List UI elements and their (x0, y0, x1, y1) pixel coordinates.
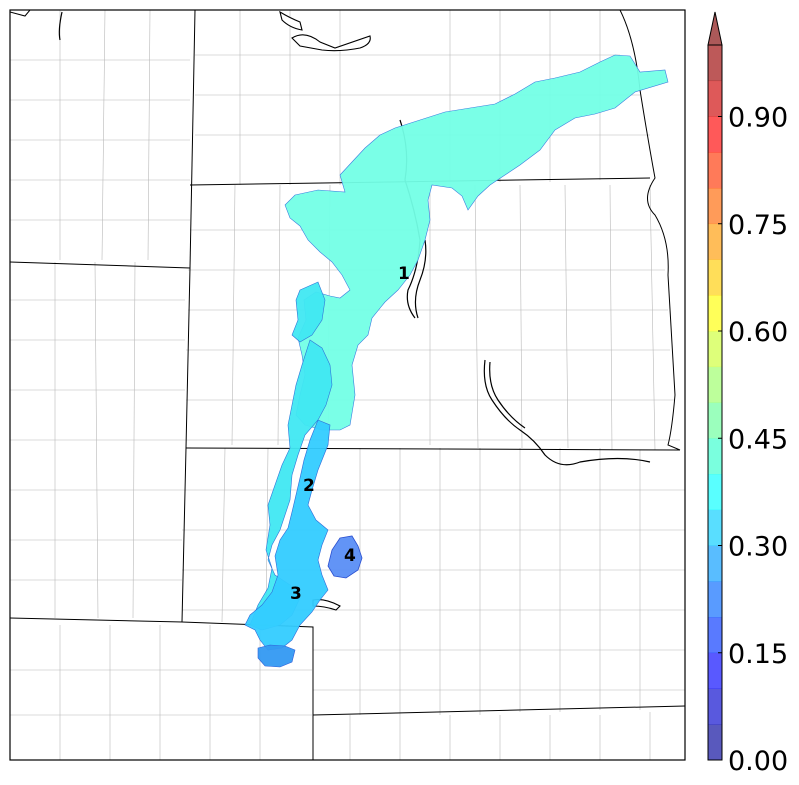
colorbar-band (708, 402, 722, 439)
colorbar-band (708, 366, 722, 403)
colorbar-outline (707, 44, 723, 761)
region-label-2: 2 (303, 476, 315, 496)
colorbar-band (708, 45, 722, 82)
plume-tip (257, 644, 296, 668)
colorbar-band (708, 617, 722, 654)
colorbar-tick-label: 0.15 (728, 639, 788, 670)
map-panel: 1 2 3 4 (10, 10, 685, 760)
colorbar-band (708, 688, 722, 725)
colorbar-band (708, 223, 722, 260)
colorbar-extend-arrow (707, 11, 723, 46)
colorbar-band (708, 116, 722, 153)
map-frame (9, 9, 686, 761)
colorbar-band (708, 509, 722, 546)
colorbar-bands (708, 45, 722, 761)
colorbar-band (708, 80, 722, 117)
region-label-4: 4 (344, 546, 356, 566)
colorbar: 0.00 0.15 0.30 0.45 0.60 0.75 0.90 (707, 11, 788, 777)
colorbar-band (708, 295, 722, 332)
region-label-1: 1 (398, 264, 410, 284)
colorbar-band (708, 188, 722, 225)
colorbar-band (708, 545, 722, 582)
colorbar-tick-label: 0.60 (728, 317, 788, 348)
colorbar-band (708, 474, 722, 511)
lakes (279, 10, 371, 611)
region-4-blob (327, 535, 363, 579)
colorbar-band (708, 581, 722, 618)
colorbar-band (708, 652, 722, 689)
colorbar-band (708, 438, 722, 475)
colorbar-tick-label: 0.45 (728, 424, 788, 455)
county-boundaries (10, 10, 685, 760)
colorbar-ticks: 0.00 0.15 0.30 0.45 0.60 0.75 0.90 (718, 103, 788, 777)
colorbar-tick-label: 0.75 (728, 210, 788, 241)
colorbar-tick-label: 0.90 (728, 103, 788, 134)
colorbar-tick-label: 0.00 (728, 746, 788, 777)
region-label-3: 3 (290, 584, 302, 604)
colorbar-band (708, 331, 722, 368)
colorbar-band (708, 152, 722, 189)
colorbar-tick-label: 0.30 (728, 532, 788, 563)
colorbar-band (708, 724, 722, 761)
plume-layers (244, 54, 669, 668)
colorbar-band (708, 259, 722, 296)
